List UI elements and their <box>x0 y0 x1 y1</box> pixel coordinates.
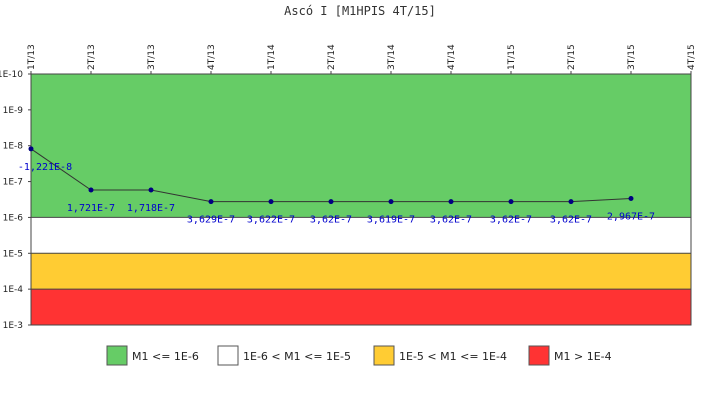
data-point <box>508 199 514 205</box>
data-point <box>268 199 274 205</box>
data-label: 1,721E-7 <box>67 203 115 214</box>
x-tick-label: 3T/13 <box>147 44 157 70</box>
x-tick-label: 2T/13 <box>87 44 97 70</box>
x-tick-label: 2T/14 <box>327 44 337 70</box>
y-axis: 1E-10 1E-9 1E-8 1E-7 1E-6 1E-5 1E-4 1E-3 <box>0 70 31 331</box>
data-label: 3,622E-7 <box>247 215 295 226</box>
x-tick-label: 1T/13 <box>27 44 37 70</box>
band-1 <box>31 74 691 218</box>
y-tick-label: 1E-8 <box>3 142 24 152</box>
x-axis: 1T/13 2T/13 3T/13 4T/13 1T/14 2T/14 3T/14 4T/14… <box>27 44 697 74</box>
x-tick-label: 2T/15 <box>567 44 577 70</box>
plot-border <box>30 73 692 326</box>
y-tick-label: 1E-3 <box>3 321 23 331</box>
legend-swatch <box>528 345 550 366</box>
legend-label: 1E-6 < M1 <= 1E-5 <box>243 350 351 363</box>
data-point <box>148 187 154 193</box>
data-point <box>448 199 454 205</box>
x-tick-label: 3T/14 <box>387 44 397 70</box>
y-tick-label: 1E-9 <box>3 106 24 116</box>
data-label: 1,718E-7 <box>127 203 175 214</box>
data-point <box>628 196 634 202</box>
data-point <box>208 199 214 205</box>
data-point <box>328 199 334 205</box>
series-layer: -1,221E-8 1,721E-7 1,718E-7 3,629E-7 3,622E-… <box>18 146 655 226</box>
data-point <box>28 146 34 152</box>
data-label: -1,221E-8 <box>18 162 72 173</box>
legend-label: 1E-5 < M1 <= 1E-4 <box>399 350 507 363</box>
y-tick-label: 1E-10 <box>0 70 23 80</box>
risk-bands <box>30 73 692 326</box>
data-label: 3,62E-7 <box>430 215 472 226</box>
x-tick-label: 1T/15 <box>507 44 517 70</box>
data-label: 3,629E-7 <box>187 215 235 226</box>
data-label: 3,62E-7 <box>490 215 532 226</box>
data-point <box>568 199 574 205</box>
band-4 <box>31 289 691 325</box>
y-tick-label: 1E-5 <box>3 249 23 259</box>
data-point <box>388 199 394 205</box>
legend: M1 <= 1E-6 1E-6 < M1 <= 1E-5 1E-5 < M1 <= … <box>106 345 612 366</box>
legend-swatch <box>217 345 239 366</box>
data-label: 3,62E-7 <box>310 215 352 226</box>
legend-label: M1 > 1E-4 <box>554 350 612 363</box>
data-point <box>88 187 94 193</box>
chart-title: Ascó I [M1HPIS 4T/15] <box>284 4 436 18</box>
x-tick-label: 4T/14 <box>447 44 457 70</box>
x-tick-label: 3T/15 <box>627 44 637 70</box>
y-tick-label: 1E-6 <box>3 213 24 223</box>
y-tick-label: 1E-7 <box>3 178 23 188</box>
x-tick-label: 4T/13 <box>207 44 217 70</box>
data-label: 2,967E-7 <box>607 212 655 223</box>
band-2 <box>31 217 691 254</box>
legend-label: M1 <= 1E-6 <box>132 350 199 363</box>
band-3 <box>31 253 691 290</box>
y-tick-label: 1E-4 <box>3 285 24 295</box>
x-tick-label: 1T/14 <box>267 44 277 70</box>
data-label: 3,619E-7 <box>367 215 415 226</box>
data-label: 3,62E-7 <box>550 215 592 226</box>
legend-swatch <box>106 345 128 366</box>
x-tick-label: 4T/15 <box>687 44 697 70</box>
legend-swatch <box>373 345 395 366</box>
